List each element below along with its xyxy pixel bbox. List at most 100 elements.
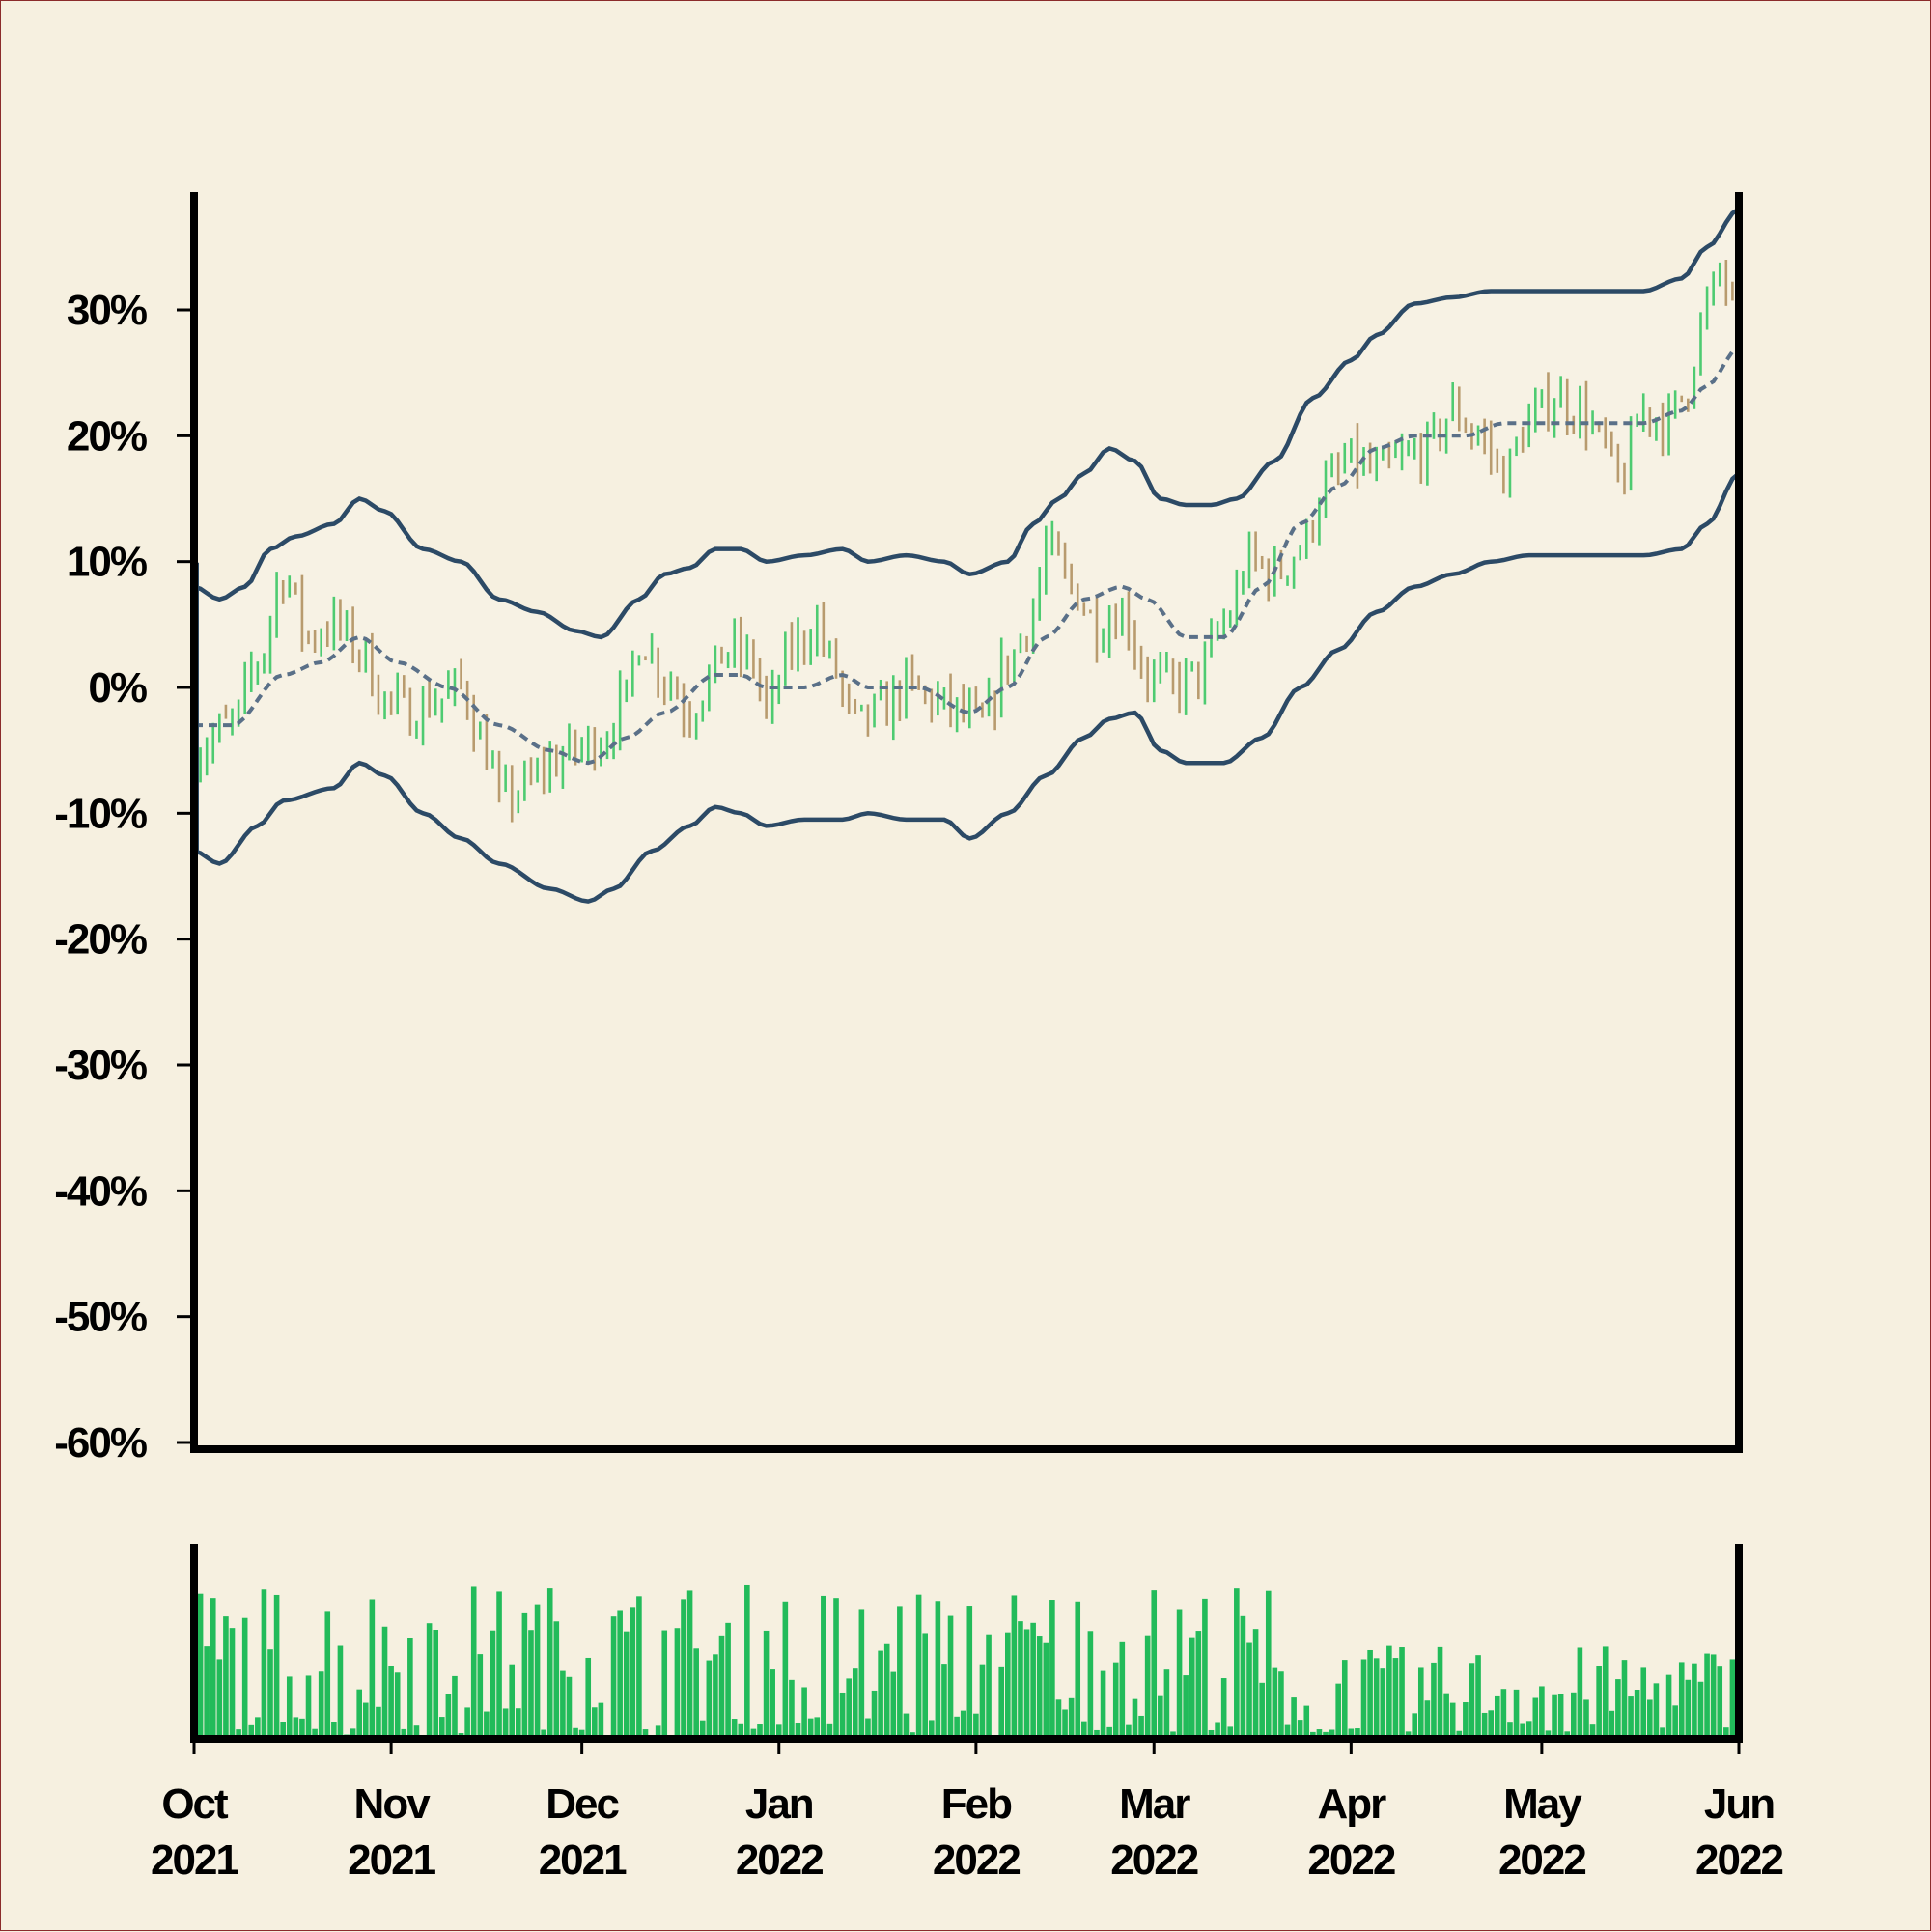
volume-bar	[782, 1601, 789, 1739]
x-tick-year: 2022	[1498, 1836, 1585, 1884]
volume-bar	[979, 1664, 986, 1739]
x-tick-year: 2021	[539, 1836, 627, 1884]
volume-bar	[546, 1588, 553, 1739]
volume-bar	[1717, 1666, 1723, 1739]
volume-bar	[464, 1707, 470, 1739]
volume-bar	[1151, 1590, 1158, 1739]
volume-bar	[1004, 1632, 1011, 1739]
volume-bar	[1723, 1727, 1729, 1739]
volume-bar	[1018, 1621, 1023, 1739]
volume-bar	[1158, 1695, 1163, 1739]
volume-bar	[1596, 1666, 1602, 1739]
x-tick-month: Nov	[354, 1780, 432, 1828]
y-tick-label: 30%	[67, 287, 147, 334]
volume-bar	[1552, 1694, 1557, 1739]
bollinger-band-area	[194, 209, 1739, 902]
volume-bar	[1252, 1629, 1259, 1739]
volume-bar	[1068, 1697, 1075, 1739]
volume-bar	[731, 1719, 738, 1739]
volume-bar	[661, 1630, 668, 1739]
volume-bar	[897, 1606, 903, 1739]
volume-bar	[216, 1659, 223, 1739]
volume-bar	[1634, 1690, 1640, 1739]
x-tick-year: 2022	[1307, 1836, 1394, 1884]
volume-bar	[1417, 1667, 1424, 1739]
lower-band-line	[193, 471, 1741, 904]
volume-bar	[452, 1675, 458, 1739]
volume-bar	[903, 1713, 910, 1739]
volume-bar	[1469, 1663, 1475, 1739]
volume-bar	[681, 1599, 686, 1739]
volume-bar	[1081, 1721, 1087, 1739]
volume-bar	[941, 1664, 947, 1739]
volume-bar	[1545, 1730, 1552, 1739]
volume-bar	[947, 1615, 954, 1739]
volume-bar	[470, 1586, 477, 1739]
volume-bar	[865, 1718, 871, 1739]
volume-bar	[674, 1628, 681, 1739]
volume-bar	[1087, 1631, 1094, 1739]
volume-bar	[1030, 1622, 1036, 1739]
volume-bar	[1583, 1699, 1589, 1739]
volume-bar	[973, 1713, 979, 1739]
volume-bar	[1367, 1649, 1373, 1739]
volume-bar	[1697, 1681, 1704, 1739]
volume-bar	[1055, 1699, 1062, 1739]
y-axis-ticks: 30% 20% 10% 0% -10% -20% -30% -40% -50% -60%	[54, 287, 192, 1467]
volume-bar	[738, 1723, 744, 1739]
volume-bar	[267, 1649, 273, 1739]
volume-bar	[241, 1617, 248, 1739]
volume-bar	[852, 1668, 858, 1739]
volume-bar	[1532, 1697, 1539, 1739]
y-tick-label: -30%	[54, 1042, 147, 1089]
volume-bar	[1539, 1686, 1545, 1739]
volume-bar	[858, 1609, 865, 1739]
volume-bar	[801, 1687, 807, 1739]
volume-bar	[388, 1666, 394, 1739]
volume-bar	[1481, 1712, 1488, 1739]
volume-bar	[521, 1612, 528, 1739]
volume-bar	[1431, 1662, 1437, 1739]
volume-bar	[1704, 1653, 1710, 1739]
volume-bar	[966, 1606, 973, 1739]
volume-bar	[1500, 1689, 1507, 1739]
volume-bar	[1100, 1670, 1106, 1739]
volume-bar	[871, 1690, 878, 1739]
x-tick-year: 2022	[933, 1836, 1020, 1884]
volume-bar	[623, 1631, 630, 1739]
volume-bar	[775, 1724, 782, 1739]
volume-bar	[1195, 1631, 1202, 1739]
volume-bar	[1291, 1697, 1297, 1739]
volume-bar	[1220, 1678, 1227, 1739]
volume-bar	[826, 1723, 833, 1739]
volume-bar	[1023, 1629, 1030, 1739]
volume-bar	[585, 1657, 592, 1739]
y-tick-label: -20%	[54, 916, 147, 964]
volume-bar	[490, 1630, 496, 1739]
volume-bar	[1106, 1726, 1112, 1739]
volume-bar	[693, 1648, 699, 1739]
volume-bar	[433, 1630, 439, 1739]
volume-bar	[1259, 1682, 1265, 1739]
volume-bar	[890, 1671, 897, 1739]
volume-bar	[1163, 1669, 1170, 1739]
volume-bar	[1227, 1726, 1234, 1739]
volume-bar	[1525, 1721, 1532, 1739]
volume-bar	[1215, 1722, 1220, 1739]
volume-bar	[655, 1725, 661, 1739]
volume-bar	[1062, 1709, 1068, 1739]
volume-bar	[770, 1669, 775, 1739]
volume-bar	[356, 1689, 362, 1739]
volume-bar	[1520, 1723, 1525, 1739]
volume-bar	[407, 1638, 413, 1739]
volume-bar	[1335, 1683, 1341, 1739]
volume-bar	[1348, 1728, 1355, 1739]
volume-bar	[1112, 1662, 1119, 1739]
volume-bar	[1176, 1609, 1183, 1739]
volume-bar	[413, 1725, 420, 1739]
volume-bar	[833, 1598, 839, 1739]
y-tick-label: 10%	[67, 539, 147, 586]
volume-bar	[814, 1717, 821, 1739]
volume-bar	[1710, 1654, 1717, 1739]
volume-bar	[839, 1692, 846, 1739]
